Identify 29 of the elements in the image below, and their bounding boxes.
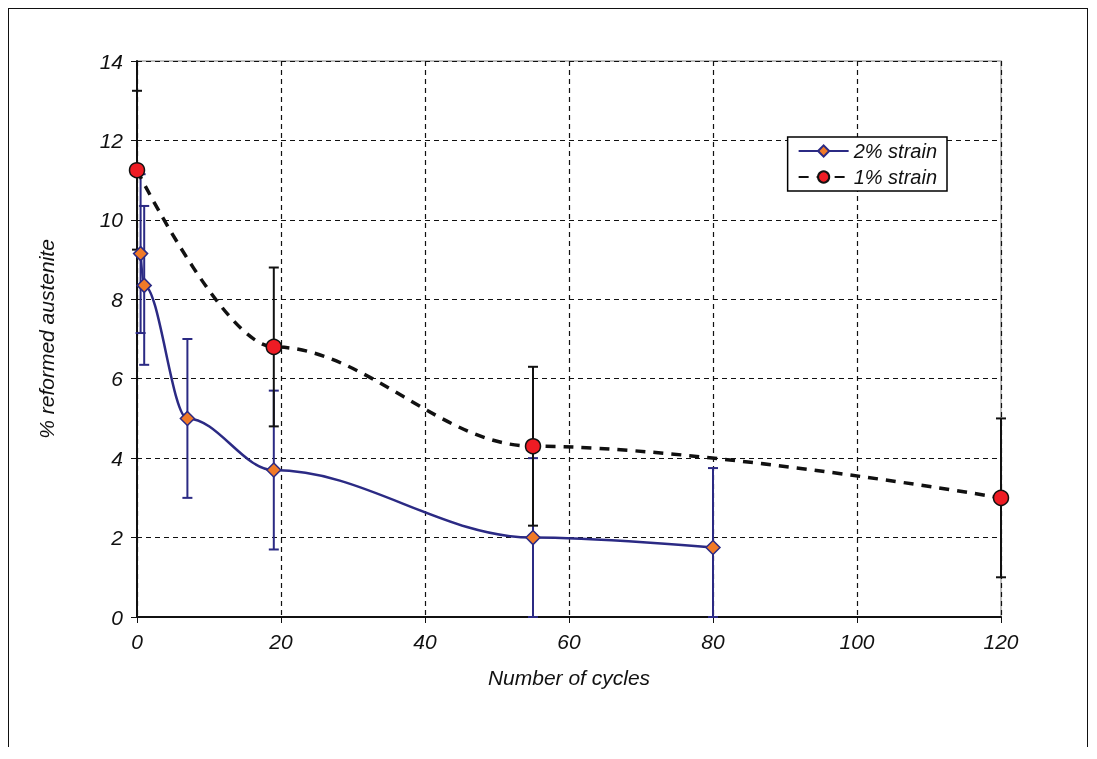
y-axis-title: % reformed austenite xyxy=(35,239,58,439)
legend-label: 2% strain xyxy=(852,140,938,162)
x-tick-label: 60 xyxy=(557,630,581,653)
legend-label: 1% strain xyxy=(853,166,938,188)
y-tick-label: 6 xyxy=(111,367,124,391)
y-tick-label: 12 xyxy=(99,128,124,152)
x-tick-label: 100 xyxy=(839,630,875,653)
point xyxy=(265,338,283,356)
x-tick-label: 80 xyxy=(701,630,725,653)
y-tick-label: 4 xyxy=(111,446,123,470)
x-tick-label: 120 xyxy=(983,630,1019,653)
x-tick-label: 40 xyxy=(413,630,437,653)
point xyxy=(136,277,152,294)
point xyxy=(524,437,542,455)
point xyxy=(705,539,721,556)
x-tick-label: 0 xyxy=(131,630,144,653)
point xyxy=(128,161,146,179)
x-tick-label: 20 xyxy=(268,630,293,653)
point xyxy=(992,489,1010,507)
y-tick-label: 0 xyxy=(111,605,124,629)
y-tick-label: 8 xyxy=(111,287,124,311)
x-axis-title: Number of cycles xyxy=(487,666,651,689)
y-tick-label: 10 xyxy=(99,208,124,232)
point xyxy=(132,245,149,262)
y-tick-label: 14 xyxy=(99,49,123,73)
point xyxy=(179,410,196,427)
y-tick-label: 2 xyxy=(110,526,124,550)
point xyxy=(525,529,541,546)
point xyxy=(266,462,282,478)
